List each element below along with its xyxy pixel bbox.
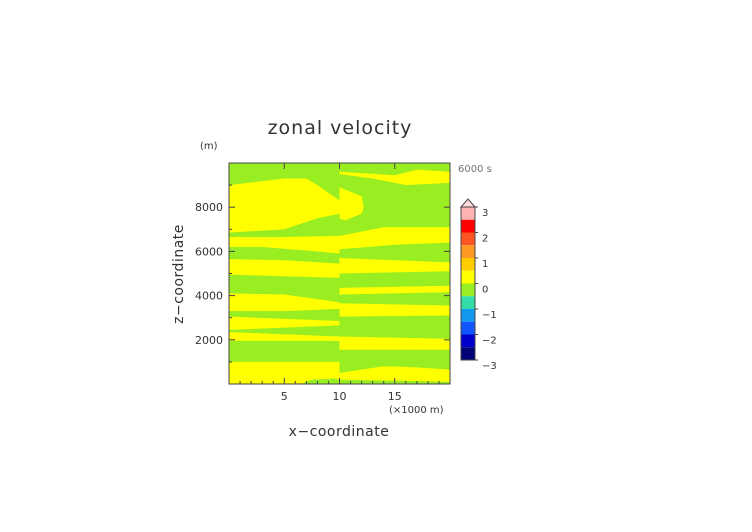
colorbar xyxy=(459,198,477,361)
plot-area xyxy=(228,162,451,385)
y-tick-label: 8000 xyxy=(195,201,223,214)
colorbar-bin xyxy=(461,232,475,246)
y-axis-ticks: 2000 4000 6000 8000 xyxy=(195,184,450,363)
contour-region-1 xyxy=(229,332,450,350)
x-axis-label: x−coordinate xyxy=(289,424,390,440)
colorbar-bin xyxy=(461,296,475,309)
colorbar-tick-label: −3 xyxy=(482,361,497,372)
y-tick-label: 4000 xyxy=(195,290,223,303)
colorbar-tick-label: −1 xyxy=(482,310,497,321)
contour-region-11 xyxy=(339,169,450,186)
y-tick-label: 2000 xyxy=(195,334,223,347)
x-tick-label: 15 xyxy=(388,390,402,403)
contour-region-4 xyxy=(229,293,340,312)
colorbar-bin xyxy=(461,207,475,220)
colorbar-bin xyxy=(461,258,475,271)
colorbar-over-triangle xyxy=(459,198,477,208)
contour-region-10 xyxy=(229,178,340,233)
colorbar-tick-label: 2 xyxy=(482,234,488,245)
colorbar-bin xyxy=(461,270,475,284)
colorbar-tick-label: 1 xyxy=(482,259,488,270)
colorbar-bin xyxy=(461,334,475,348)
contour-region-2 xyxy=(229,316,340,330)
time-label: 6000 s xyxy=(458,164,492,175)
x-axis-ticks: 5 10 15 xyxy=(239,163,440,403)
colorbar-tick-label: −2 xyxy=(482,336,497,347)
x-tick-label: 5 xyxy=(281,390,288,403)
y-axis-label: z−coordinate xyxy=(171,224,187,324)
contour-region-6 xyxy=(229,259,340,278)
y-unit-label: (m) xyxy=(200,141,218,152)
colorbar-bin xyxy=(461,309,475,322)
colorbar-bin xyxy=(461,321,475,335)
colorbar-ticks: 3 2 1 0 −1 −2 −3 xyxy=(475,206,497,372)
contour-region-7 xyxy=(339,258,450,274)
contour-region-3 xyxy=(339,303,450,317)
y-tick-label: 6000 xyxy=(195,245,223,258)
colorbar-bin xyxy=(461,347,475,360)
contour-region-12 xyxy=(339,187,364,221)
x-tick-label: 10 xyxy=(333,390,347,403)
contour-region-9 xyxy=(339,227,450,250)
colorbar-bin xyxy=(461,219,475,233)
colorbar-tick-label: 3 xyxy=(482,208,488,219)
contour-region-8 xyxy=(229,235,340,254)
colorbar-tick-label: 0 xyxy=(482,285,488,296)
colorbar-bin xyxy=(461,245,475,258)
x-unit-label: (×1000 m) xyxy=(389,405,444,416)
contour-region-5 xyxy=(339,285,450,295)
chart-title: zonal velocity xyxy=(268,117,413,139)
colorbar-bin xyxy=(461,283,475,297)
